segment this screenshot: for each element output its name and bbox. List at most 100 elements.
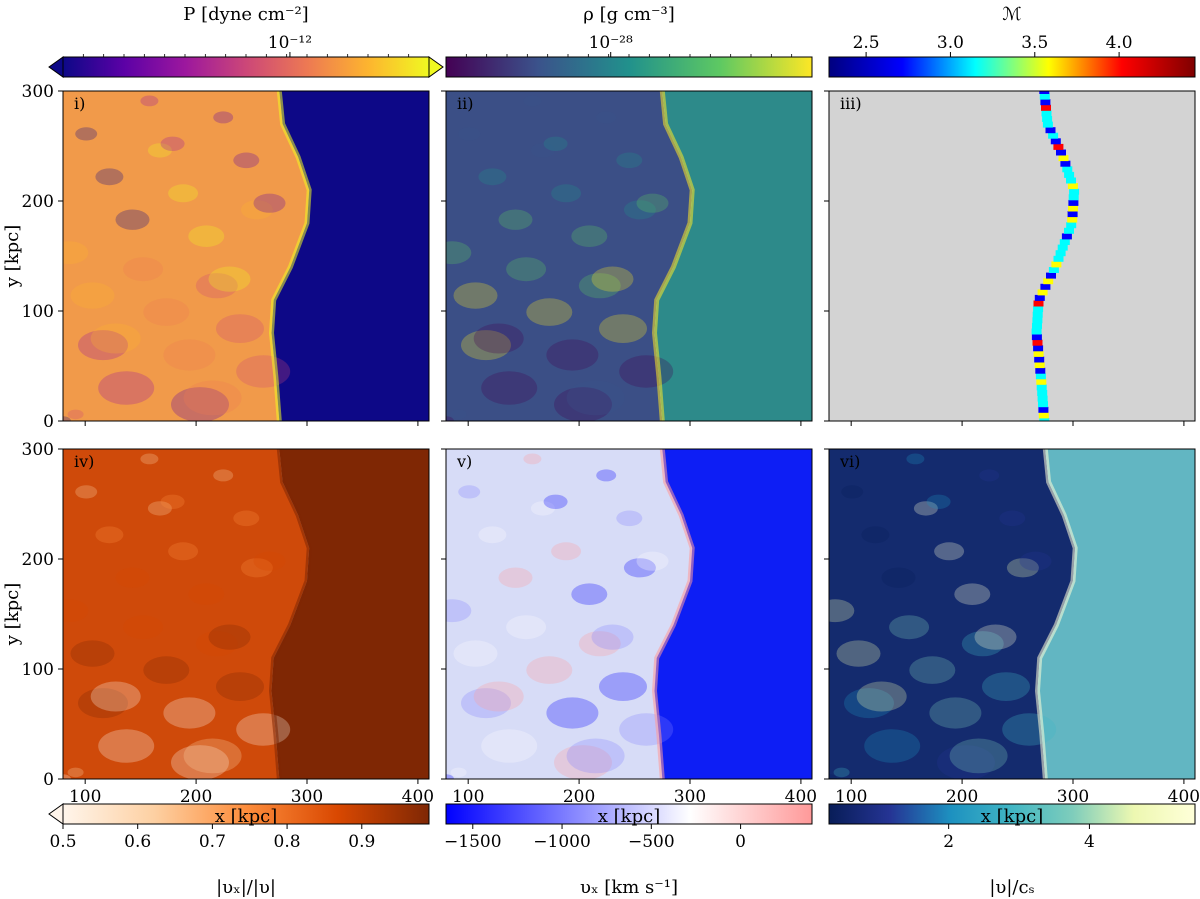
mach-cell <box>1034 294 1045 301</box>
mach-cell <box>1033 350 1044 357</box>
mach-cell <box>1062 166 1073 173</box>
structure-blob <box>236 355 291 388</box>
structure-blob <box>188 225 225 247</box>
panel-frame <box>62 448 430 780</box>
mach-cell <box>1042 121 1053 128</box>
structure-blob <box>578 631 621 657</box>
mach-cell <box>1048 267 1059 273</box>
structure-blob <box>961 631 1004 657</box>
structure-blob <box>861 526 890 544</box>
structure-blob <box>913 501 938 516</box>
mach-cell <box>1031 328 1042 335</box>
structure-blob <box>619 355 674 388</box>
structure-blob <box>636 551 669 571</box>
structure-blob <box>453 282 498 309</box>
mach-cell <box>1034 356 1045 363</box>
y-tick-label: 300 <box>22 82 54 102</box>
structure-blob <box>596 469 617 482</box>
colorbar-title: ρ [g cm⁻³] <box>583 4 674 25</box>
mach-cell <box>1036 378 1047 385</box>
structure-blob <box>841 485 864 499</box>
mach-cell <box>1068 194 1079 201</box>
colorbar-gradient <box>62 56 430 78</box>
x-tick-label: 200 <box>563 787 595 807</box>
mach-cell <box>1038 412 1049 419</box>
mach-cell <box>1039 93 1050 100</box>
post-shock-region <box>63 449 310 779</box>
structure-blob <box>554 387 612 421</box>
shock-front <box>268 91 312 421</box>
colorbar-tick-label: 3.5 <box>1021 33 1048 53</box>
panel-frame <box>62 90 430 422</box>
heatmap-field <box>829 449 1195 779</box>
mach-cell <box>1066 222 1077 229</box>
panel-label: v) <box>456 452 472 471</box>
y-tick-label: 0 <box>43 412 54 432</box>
mach-cell <box>1039 418 1050 421</box>
mach-cell <box>1032 317 1043 324</box>
structure-blob <box>591 266 634 292</box>
structure-blob <box>478 526 507 544</box>
structure-blob <box>70 640 115 667</box>
structure-blob <box>240 200 273 220</box>
heatmap-field <box>446 449 812 779</box>
shock-front <box>1034 449 1078 779</box>
structure-blob <box>616 152 643 169</box>
structure-blob <box>140 95 159 107</box>
colorbar-tick-label: 0.5 <box>49 832 76 852</box>
structure-blob <box>833 767 850 778</box>
structure-blob <box>578 273 621 299</box>
y-tick-label: 200 <box>22 192 54 212</box>
mach-cell <box>1032 322 1042 329</box>
structure-blob <box>473 681 524 712</box>
y-tick-label: 100 <box>22 660 54 680</box>
structure-blob <box>836 640 881 667</box>
structure-blob <box>195 273 238 299</box>
structure-blob <box>233 510 260 527</box>
x-tick-label: 400 <box>402 787 434 807</box>
structure-blob <box>95 526 124 544</box>
structure-blob <box>70 282 115 309</box>
structure-blob <box>506 257 547 282</box>
post-shock-region <box>829 449 1076 779</box>
structure-blob <box>999 510 1026 527</box>
mach-cell <box>1037 390 1048 396</box>
structure-blob <box>954 583 991 605</box>
structure-blob <box>974 624 1017 650</box>
pre-shock-region <box>271 91 429 421</box>
structure-blob <box>240 558 273 578</box>
colorbar-gradient <box>828 56 1196 78</box>
panel-1: 0 100 200 300 i) y [kpc] <box>2 82 430 432</box>
y-tick-label: 100 <box>22 302 54 322</box>
mach-cell <box>1048 132 1059 139</box>
mach-cell <box>1032 339 1043 346</box>
mach-cell <box>1034 362 1045 369</box>
pre-shock-region <box>1037 449 1195 779</box>
panel-label: ii) <box>457 94 473 113</box>
structure-blob <box>934 542 965 561</box>
structure-blob <box>473 323 524 354</box>
panel-6: 100 200 300 400 vi) x [kpc] <box>824 448 1200 827</box>
mach-cell <box>1041 104 1051 111</box>
structure-blob <box>147 501 172 516</box>
colorbar-extend-max <box>428 56 444 78</box>
structure-blob <box>864 729 921 763</box>
structure-blob <box>551 542 582 561</box>
structure-blob <box>599 672 647 701</box>
panel-4: 100 200 300 400 0 100 200 300 iv) x [kpc] y [kpc] <box>2 440 434 827</box>
colorbar-tick-label: −1500 <box>444 832 502 852</box>
colorbar-extend-min <box>48 803 64 825</box>
y-tick-label: 300 <box>22 440 54 460</box>
structure-blob <box>75 485 98 499</box>
mach-cell <box>1064 171 1075 178</box>
mach-cell <box>1036 384 1047 391</box>
structure-blob <box>216 672 264 701</box>
structure-blob <box>543 494 568 509</box>
structure-blob <box>75 127 98 141</box>
colorbar-gradient <box>445 56 813 78</box>
post-shock-region <box>63 91 310 421</box>
structure-blob <box>213 469 234 482</box>
colorbar-tick-label: 0.7 <box>199 832 226 852</box>
mach-cell <box>1033 306 1044 313</box>
mach-cell <box>1064 227 1074 234</box>
